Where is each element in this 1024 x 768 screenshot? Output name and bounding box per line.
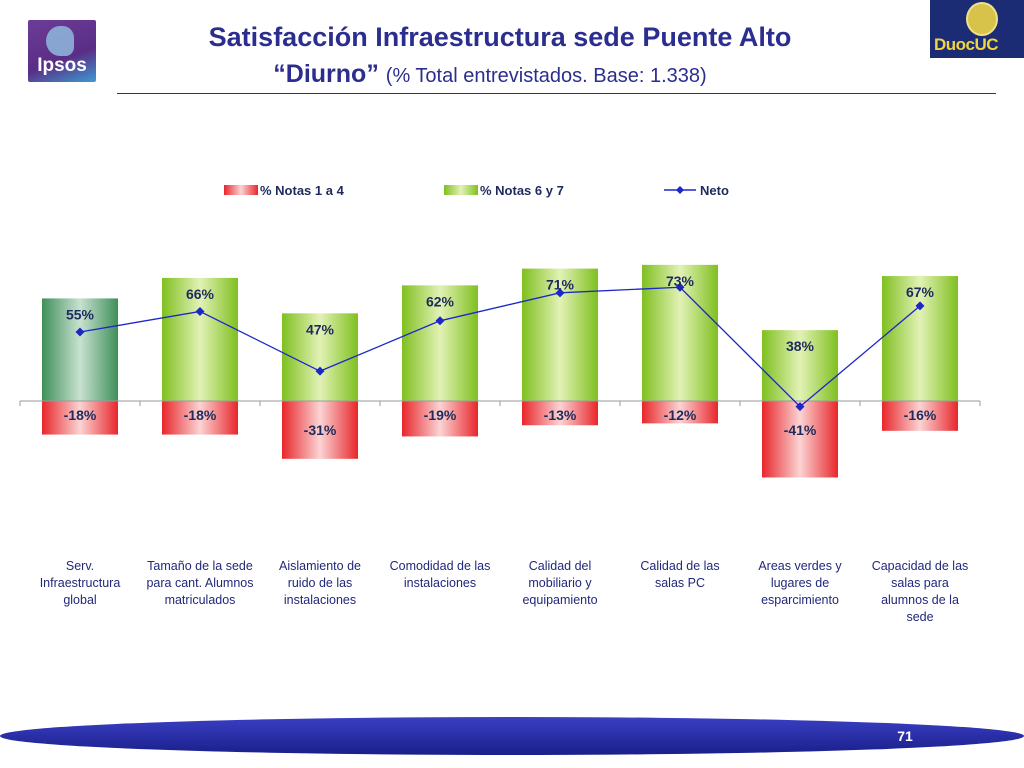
label-negative-8: -16% <box>904 407 937 423</box>
neto-line-series <box>75 282 925 412</box>
bar-negative-1 <box>42 401 118 435</box>
bar-negative-6 <box>642 401 718 424</box>
category-label-line: global <box>63 593 97 607</box>
ipsos-logo-text: Ipsos <box>37 55 87 76</box>
chart-data-labels: 55% -18% 66% -18% 47% -31% 62% -19% 71% -13% 73% -1… <box>64 273 937 438</box>
category-label-5: Calidad del mobiliario y equipamiento <box>503 558 617 609</box>
legend-label-1: % Notas 1 a 4 <box>260 183 345 198</box>
category-label-line: para cant. Alumnos <box>146 576 254 590</box>
category-label-7: Areas verdes y lugares de esparcimiento <box>743 558 857 609</box>
neto-marker-1 <box>75 327 85 337</box>
bar-positive-1 <box>42 298 118 401</box>
category-label-line: Infraestructura <box>39 576 121 590</box>
label-positive-3: 47% <box>306 321 335 337</box>
category-label-line: salas para <box>891 576 949 590</box>
category-label-line: ruido de las <box>287 576 353 590</box>
chart-bars <box>42 264 958 478</box>
label-negative-5: -13% <box>544 407 577 423</box>
category-label-line: instalaciones <box>403 576 477 590</box>
page-number: 71 <box>897 728 913 744</box>
label-positive-4: 62% <box>426 293 455 309</box>
neto-marker-6 <box>675 282 685 292</box>
bar-positive-4 <box>402 285 478 401</box>
category-label-line: equipamiento <box>522 593 598 607</box>
category-label-4: Comodidad de las instalaciones <box>383 558 497 592</box>
bar-negative-8 <box>882 401 958 431</box>
neto-marker-4 <box>435 316 445 326</box>
bar-positive-7 <box>762 330 838 401</box>
category-label-line: Capacidad de las <box>871 559 969 573</box>
category-label-line: lugares de <box>770 576 830 590</box>
page-title-line2: “Diurno” (% Total entrevistados. Base: 1… <box>90 60 890 89</box>
footer-bar <box>0 717 1024 755</box>
neto-marker-2 <box>195 306 205 316</box>
label-negative-7: -41% <box>784 422 817 438</box>
neto-marker-8 <box>915 301 925 311</box>
page-subtitle: (% Total entrevistados. Base: 1.338) <box>385 65 707 87</box>
category-label-line: Serv. <box>65 559 95 573</box>
category-label-line: Comodidad de las <box>389 559 491 573</box>
label-positive-1: 55% <box>66 306 95 322</box>
neto-line <box>79 286 921 408</box>
category-label-line: sede <box>906 610 934 624</box>
category-label-line: Calidad del <box>528 559 592 573</box>
legend-swatch-1 <box>224 185 258 195</box>
bar-negative-7 <box>762 401 838 478</box>
neto-marker-7 <box>795 402 805 412</box>
category-label-line: Aislamiento de <box>279 559 361 573</box>
legend-marker-swatch <box>676 186 684 194</box>
duocuc-logo-text: DuocUC <box>934 35 999 54</box>
seal-icon <box>966 2 998 36</box>
category-label-3: Aislamiento de ruido de las instalaciones <box>263 558 377 609</box>
category-label-line: Areas verdes y <box>758 559 842 573</box>
label-negative-1: -18% <box>64 407 97 423</box>
label-negative-3: -31% <box>304 422 337 438</box>
label-positive-6: 73% <box>666 273 695 289</box>
legend-label-3: Neto <box>700 183 729 198</box>
category-label-6: Calidad de las salas PC <box>623 558 737 592</box>
category-label-line: Tamaño de la sede <box>147 559 253 573</box>
bar-negative-5 <box>522 401 598 426</box>
category-label-line: Calidad de las <box>640 559 720 573</box>
label-negative-2: -18% <box>184 407 217 423</box>
bar-negative-3 <box>282 401 358 459</box>
label-negative-6: -12% <box>664 407 697 423</box>
category-label-line: salas PC <box>654 576 706 590</box>
ipsos-logo: Ipsos <box>28 20 96 82</box>
category-label-8: Capacidad de las salas para alumnos de la s… <box>863 558 977 626</box>
page-title-quote: “Diurno” <box>273 60 379 88</box>
category-label-line: instalaciones <box>283 593 357 607</box>
chart-legend: % Notas 1 a 4 % Notas 6 y 7 Neto <box>224 183 729 198</box>
label-positive-7: 38% <box>786 338 815 354</box>
bar-positive-8 <box>882 276 958 401</box>
label-negative-4: -19% <box>424 407 457 423</box>
legend-label-2: % Notas 6 y 7 <box>480 183 564 198</box>
category-label-line: matriculados <box>164 593 236 607</box>
neto-marker-3 <box>315 366 325 376</box>
legend-swatch-2 <box>444 185 478 195</box>
head-silhouette-icon <box>46 26 74 56</box>
bar-positive-2 <box>162 277 238 401</box>
category-label-line: alumnos de la <box>881 593 959 607</box>
category-label-line: esparcimiento <box>761 593 839 607</box>
neto-marker-5 <box>555 288 565 298</box>
bar-negative-4 <box>402 401 478 437</box>
title-divider <box>117 93 996 94</box>
bar-positive-3 <box>282 313 358 401</box>
page-title: Satisfacción Infraestructura sede Puente… <box>208 22 792 52</box>
duocuc-logo: DuocUC <box>930 0 1024 58</box>
label-positive-5: 71% <box>546 277 575 293</box>
label-positive-2: 66% <box>186 286 215 302</box>
category-label-1: Serv. Infraestructura global <box>23 558 137 609</box>
category-label-2: Tamaño de la sede para cant. Alumnos matri… <box>143 558 257 609</box>
chart-axis <box>19 400 981 406</box>
label-positive-8: 67% <box>906 284 935 300</box>
bar-negative-2 <box>162 401 238 435</box>
category-label-line: mobiliario y <box>528 576 592 590</box>
